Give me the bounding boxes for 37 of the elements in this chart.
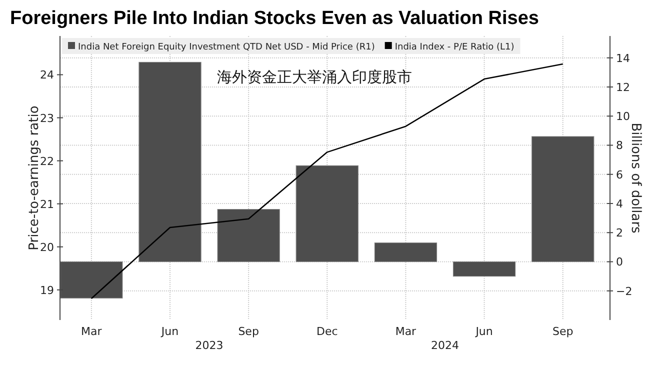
y2-tick-label: 6 <box>616 168 623 182</box>
bar <box>138 62 202 262</box>
y-tick-label: 22 <box>40 154 54 168</box>
x-tick-label: Mar <box>395 325 417 338</box>
y-tick-label: 24 <box>40 68 54 82</box>
bar <box>452 261 516 277</box>
y2-tick-label: 12 <box>616 80 630 94</box>
y-tick-label: 23 <box>40 112 54 125</box>
annotation: 海外资金正大举涌入印度股市 <box>217 68 412 86</box>
x-tick-label: Sep <box>552 325 574 338</box>
bar <box>532 136 594 262</box>
legend-label: India Index - P/E Ratio (L1) <box>394 42 514 52</box>
y-tick-label: 21 <box>40 198 54 211</box>
y2-tick-label: 10 <box>616 110 630 124</box>
bar <box>374 242 438 262</box>
x-tick-label: Sep <box>238 325 259 338</box>
y-tick-label: 20 <box>40 240 54 254</box>
line-series <box>90 63 564 300</box>
y2-tick-label: −2 <box>616 284 632 298</box>
legend-label: India Net Foreign Equity Investment QTD Net USD - Mid Price (R1) <box>78 42 375 52</box>
bar <box>217 209 280 262</box>
y2-tick-label: 0 <box>616 256 623 269</box>
chart-title: Foreigners Pile Into Indian Stocks Even as Valuation Rises <box>10 8 539 29</box>
y2-tick-label: 4 <box>616 197 623 210</box>
bar <box>296 165 358 262</box>
x-tick-label: Dec <box>316 325 338 338</box>
y2-axis-title: Billions of dollars <box>628 122 643 234</box>
text: 2024 <box>431 339 459 352</box>
x-tick-label: Jun <box>160 325 179 338</box>
y-tick-label: 19 <box>40 284 54 297</box>
x-tick-label: Jun <box>474 325 493 338</box>
y2-tick-label: 2 <box>616 226 623 240</box>
x-tick-label: Mar <box>81 325 102 338</box>
y2-tick-label: 8 <box>616 139 623 152</box>
y2-tick-label: 14 <box>616 52 630 65</box>
y-axis-title: Price-to-earnings ratio <box>27 106 42 250</box>
text: 2023 <box>195 339 224 352</box>
